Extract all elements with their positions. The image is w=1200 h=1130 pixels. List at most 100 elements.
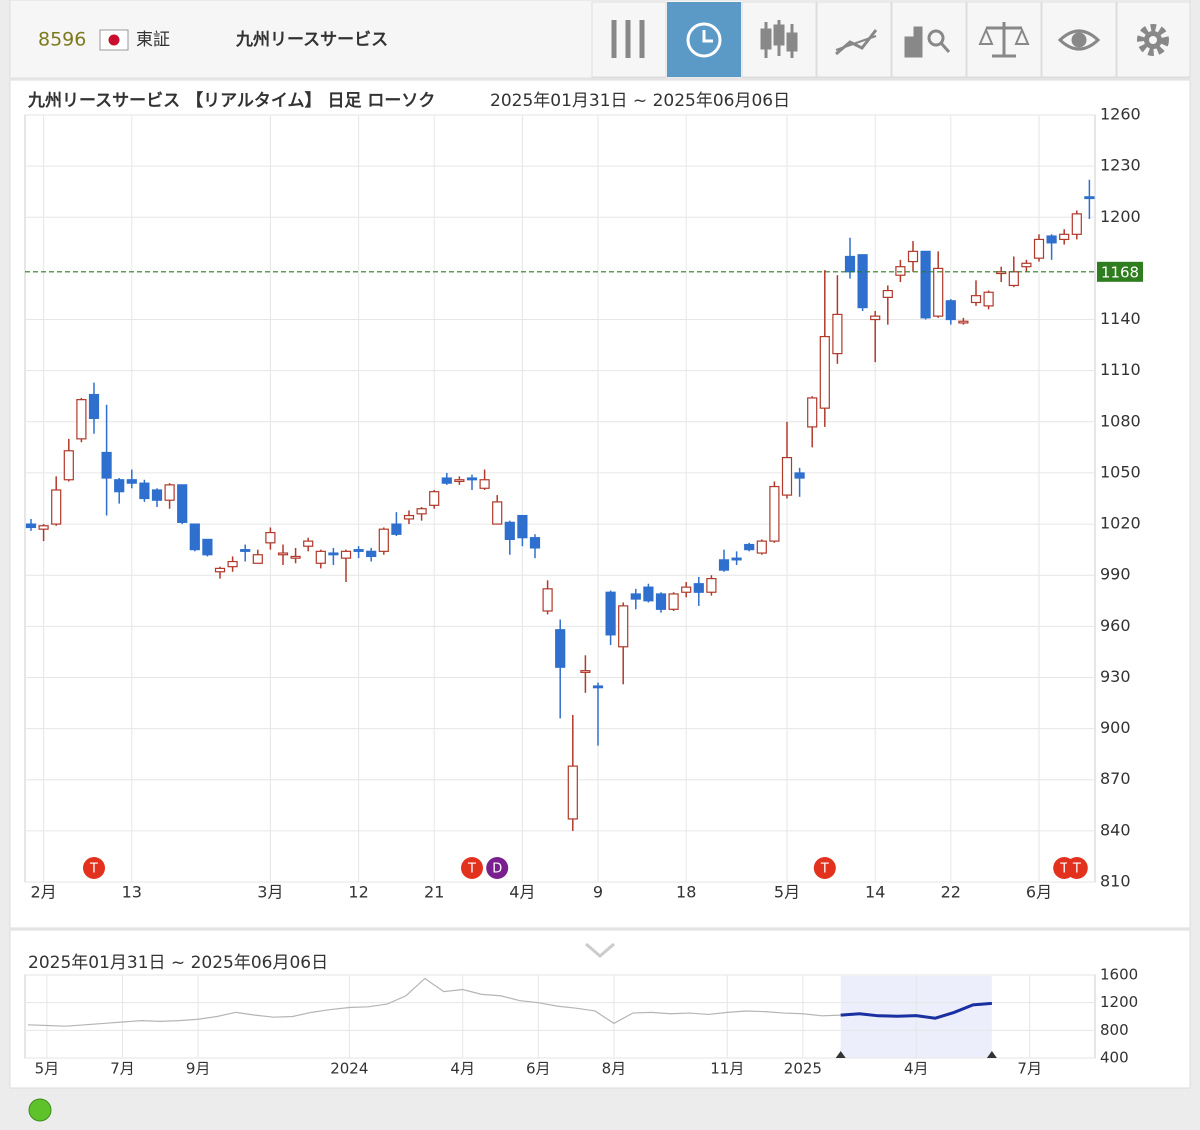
- x-tick-label: 2月: [31, 883, 57, 902]
- candle-body: [1059, 233, 1070, 241]
- navigator-title: 2025年01月31日 ~ 2025年06月06日: [28, 953, 328, 973]
- candle-body: [1021, 262, 1032, 268]
- y-tick-label: 1200: [1100, 207, 1141, 226]
- candle-body: [681, 586, 692, 593]
- candle-body: [555, 629, 566, 668]
- x-tick-label: 6月: [526, 1060, 551, 1078]
- candle-body: [378, 528, 389, 552]
- x-tick-label: 4月: [509, 883, 535, 902]
- candle-body: [441, 477, 452, 484]
- y-tick-label: 840: [1100, 820, 1131, 839]
- candle-body: [454, 479, 465, 483]
- candle-body: [403, 514, 415, 520]
- candle-body: [693, 583, 704, 593]
- candle-body: [844, 255, 856, 273]
- candle-body: [542, 588, 553, 612]
- y-tick-label: 1050: [1100, 462, 1141, 481]
- candle-body: [265, 531, 276, 544]
- x-tick-label: 6月: [1026, 883, 1052, 902]
- candle-body: [177, 484, 188, 523]
- candle-body: [643, 586, 654, 602]
- x-tick-label: 12: [348, 883, 368, 902]
- selection-handle: [835, 1051, 846, 1058]
- event-marker: [1065, 857, 1088, 879]
- candle-body: [567, 765, 578, 820]
- candle-body: [668, 593, 679, 610]
- y-tick-label: 1110: [1100, 360, 1141, 379]
- candle-body: [605, 591, 616, 636]
- candle-body: [655, 593, 667, 610]
- flag-dot: [108, 34, 120, 46]
- x-tick-label: 9: [593, 883, 603, 902]
- stock-code: 8596: [38, 29, 86, 51]
- y-tick-label: 1230: [1100, 156, 1141, 175]
- candle-body: [466, 477, 478, 481]
- candle-body: [202, 538, 213, 556]
- candle-body: [882, 289, 893, 298]
- candle-body: [970, 295, 982, 304]
- candle-body: [429, 491, 440, 506]
- candle-body: [895, 266, 906, 276]
- x-tick-label: 8月: [602, 1060, 627, 1078]
- candle-body: [227, 560, 238, 568]
- button[interactable]: [816, 1, 892, 78]
- event-marker: [813, 857, 836, 879]
- y-tick-label: 1140: [1100, 309, 1141, 328]
- y-tick-label: 1600: [1100, 966, 1138, 984]
- candle-body: [353, 549, 364, 552]
- event-label: T: [1072, 862, 1081, 877]
- y-tick-label: 800: [1100, 1021, 1129, 1039]
- candle-body: [114, 479, 125, 493]
- candle-body: [706, 578, 717, 593]
- line-series: [840, 1001, 993, 1020]
- candle-body: [769, 485, 780, 542]
- line-series: [27, 977, 841, 1027]
- candle-body: [391, 523, 402, 535]
- candle-body: [958, 320, 969, 324]
- event-marker: [83, 857, 105, 879]
- stock-name: 九州リースサービス: [235, 30, 388, 50]
- event-label: T: [467, 862, 476, 877]
- candle-body: [51, 489, 62, 525]
- chart-subtitle: 2025年01月31日 ~ 2025年06月06日: [490, 91, 790, 111]
- candle-body: [1033, 238, 1045, 259]
- candle-body: [1084, 196, 1095, 200]
- market: 東証: [136, 30, 170, 50]
- event-label: T: [1059, 862, 1068, 877]
- candle-body: [983, 291, 994, 307]
- x-tick-label: 9月: [186, 1060, 211, 1078]
- reference-label: 1168: [1101, 263, 1139, 281]
- candle-body: [618, 605, 629, 648]
- x-tick-label: 2025: [784, 1060, 822, 1078]
- x-tick-label: 13: [122, 883, 142, 902]
- candle-body: [25, 523, 37, 529]
- candle-body: [303, 540, 314, 547]
- y-tick-label: 870: [1100, 769, 1131, 788]
- candle-body: [38, 525, 49, 530]
- y-tick-label: 400: [1100, 1049, 1129, 1067]
- candle-body: [857, 254, 868, 309]
- candle-body: [1046, 235, 1057, 244]
- x-tick-label: 5月: [35, 1060, 60, 1078]
- candle-body: [63, 450, 74, 481]
- candle-body: [366, 550, 377, 558]
- selection-handle: [986, 1051, 997, 1058]
- candle-body: [479, 479, 490, 489]
- candle-body: [492, 501, 503, 525]
- x-tick-label: 2024: [330, 1060, 368, 1078]
- candle-body: [870, 315, 881, 321]
- candle-body: [1008, 271, 1019, 287]
- event-label: T: [89, 862, 98, 877]
- candle-body: [328, 552, 339, 556]
- candle-body: [907, 250, 919, 263]
- candle-body: [101, 451, 112, 479]
- y-tick-label: 1080: [1100, 411, 1141, 430]
- toolbar-buttons: [591, 1, 1191, 78]
- candle-body: [920, 250, 931, 319]
- chart-title: 九州リースサービス 【リアルタイム】 日足 ローソク: [27, 90, 435, 111]
- collapse-chevron[interactable]: [585, 942, 615, 958]
- candle-body: [189, 523, 200, 551]
- x-tick-label: 22: [941, 883, 961, 902]
- candle-body: [781, 456, 793, 496]
